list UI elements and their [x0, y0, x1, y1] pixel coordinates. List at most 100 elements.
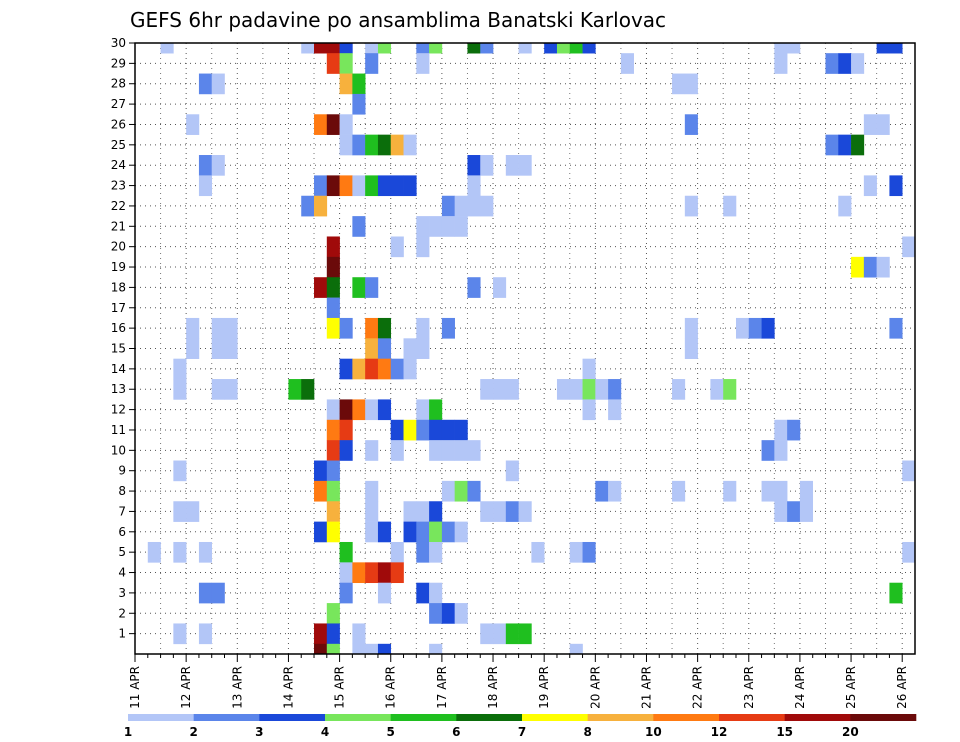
heatmap-cell [799, 480, 814, 502]
heatmap-cell [339, 114, 353, 135]
heatmap-cell [377, 338, 392, 359]
heatmap-cell [365, 338, 379, 359]
x-tick-label: 12 APR [179, 666, 193, 709]
y-tick-label: 21 [111, 219, 126, 233]
colorbar-swatch [325, 714, 391, 721]
heatmap-cell [403, 521, 417, 543]
colorbar-label: 1 [124, 725, 132, 739]
heatmap-cell [339, 440, 353, 461]
x-tick-label: 13 APR [230, 666, 244, 709]
heatmap-cell [160, 43, 174, 54]
heatmap-cell [173, 501, 187, 522]
heatmap-cell [339, 134, 353, 156]
heatmap-cell [454, 480, 468, 502]
heatmap-cell [173, 541, 187, 563]
heatmap-cell [774, 43, 788, 54]
heatmap-cell [211, 155, 225, 176]
heatmap-cell [365, 562, 379, 584]
heatmap-cell [390, 175, 404, 197]
heatmap-cell [352, 216, 366, 237]
heatmap-cell [684, 317, 698, 339]
heatmap-cell [531, 541, 545, 563]
y-tick-label: 13 [111, 382, 126, 396]
y-tick-label: 24 [111, 158, 126, 172]
heatmap-cell [377, 399, 392, 421]
heatmap-cells [147, 43, 916, 655]
heatmap-cell [684, 114, 698, 135]
colorbar-swatch [259, 714, 326, 721]
heatmap-cell [365, 501, 379, 522]
heatmap-cell [339, 53, 353, 74]
heatmap-cell [352, 562, 366, 584]
heatmap-cell [761, 480, 775, 502]
heatmap-cell [339, 562, 353, 584]
heatmap-cell [441, 521, 455, 543]
heatmap-cell [326, 643, 340, 655]
x-tick-label: 14 APR [281, 666, 295, 709]
heatmap-cell [493, 501, 507, 522]
heatmap-cell [787, 501, 801, 522]
heatmap-cell [198, 73, 213, 95]
heatmap-cell [365, 277, 379, 298]
heatmap-cell [429, 43, 443, 54]
heatmap-cell [211, 73, 225, 95]
heatmap-cell [672, 73, 686, 95]
y-tick-label: 11 [111, 423, 126, 437]
heatmap-cell [672, 379, 686, 400]
heatmap-cell [454, 195, 468, 217]
heatmap-cell [301, 43, 315, 54]
colorbar-swatch [784, 714, 851, 721]
heatmap-cell [365, 521, 379, 543]
heatmap-cell [173, 379, 187, 400]
heatmap-cell [377, 562, 392, 584]
colorbar-label: 6 [452, 725, 460, 739]
heatmap-cell [326, 236, 340, 258]
heatmap-cell [556, 43, 571, 54]
colorbar-swatch [390, 714, 457, 721]
heatmap-cell [403, 175, 417, 197]
x-tick-label: 18 APR [486, 666, 500, 709]
heatmap-cell [493, 379, 507, 400]
y-axis: 1234567891011121314151617181920212223242… [111, 36, 135, 641]
heatmap-cell [441, 480, 455, 502]
heatmap-cell [339, 175, 353, 197]
heatmap-cell [582, 358, 596, 380]
heatmap-cell [608, 379, 622, 400]
heatmap-cell [186, 317, 200, 339]
heatmap-cell [774, 53, 788, 74]
heatmap-cell [748, 317, 762, 339]
heatmap-cell [352, 358, 366, 380]
colorbar-swatch [522, 714, 588, 721]
heatmap-cell [416, 582, 430, 604]
colorbar-swatch [719, 714, 785, 721]
heatmap-cell [390, 440, 404, 461]
x-tick-label: 25 APR [844, 666, 858, 709]
heatmap-cell [429, 399, 443, 421]
y-tick-label: 26 [111, 117, 126, 131]
heatmap-cell [314, 43, 328, 54]
heatmap-cell [352, 73, 366, 95]
x-tick-label: 23 APR [742, 666, 756, 709]
colorbar-swatch [128, 714, 194, 721]
heatmap-cell [774, 480, 788, 502]
x-tick-label: 16 APR [384, 666, 398, 709]
y-tick-label: 28 [111, 77, 126, 91]
heatmap-cell [326, 603, 340, 624]
heatmap-cell [314, 460, 328, 482]
heatmap-cell [326, 53, 340, 74]
heatmap-cell [518, 501, 532, 522]
heatmap-cell [429, 440, 443, 461]
heatmap-cell [774, 440, 788, 461]
heatmap-cell [582, 43, 596, 54]
heatmap-cell [211, 582, 225, 604]
y-tick-label: 17 [111, 301, 126, 315]
heatmap-cell [876, 43, 890, 54]
heatmap-cell [403, 134, 417, 156]
heatmap-cell [326, 521, 340, 543]
y-tick-label: 27 [111, 97, 126, 111]
heatmap-cell [339, 358, 353, 380]
heatmap-cell [224, 338, 238, 359]
heatmap-cell [429, 501, 443, 522]
heatmap-cell [556, 379, 571, 400]
